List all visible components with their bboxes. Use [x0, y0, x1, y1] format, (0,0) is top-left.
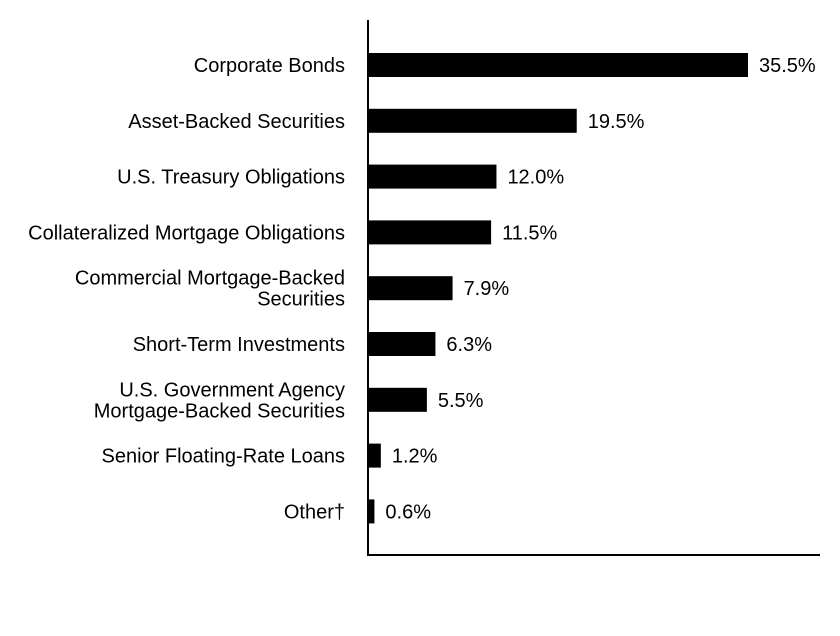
category-label-3: Collateralized Mortgage Obligations: [28, 222, 345, 244]
category-labels-group: Corporate Bonds Asset-Backed Securities U.…: [28, 55, 345, 523]
value-label-4: 7.9%: [464, 278, 510, 300]
value-labels-group: 35.5% 19.5% 12.0% 11.5% 7.9% 6.3% 5.5% 1.2% 0.6%: [385, 55, 816, 523]
value-label-7: 1.2%: [392, 446, 438, 468]
bar-1: [368, 108, 577, 133]
category-label-4-line-1: Securities: [257, 289, 345, 311]
bar-4: [368, 276, 453, 301]
category-label-2: U.S. Treasury Obligations: [117, 167, 345, 189]
category-label-7: Senior Floating-Rate Loans: [102, 446, 345, 468]
category-label-6-line-0: U.S. Government Agency: [119, 379, 345, 401]
bar-8: [368, 499, 375, 524]
bar-6: [368, 387, 427, 412]
value-label-0: 35.5%: [759, 55, 816, 77]
bar-2: [368, 164, 497, 189]
category-label-0: Corporate Bonds: [194, 55, 345, 77]
bar-3: [368, 220, 492, 245]
value-label-6: 5.5%: [438, 390, 484, 412]
category-label-8: Other†: [284, 501, 345, 523]
bar-7: [368, 443, 381, 468]
bars-group: [368, 53, 748, 524]
value-label-2: 12.0%: [507, 167, 564, 189]
category-label-4-line-0: Commercial Mortgage-Backed: [75, 268, 345, 290]
category-label-6-line-1: Mortgage-Backed Securities: [94, 400, 345, 422]
value-label-8: 0.6%: [385, 501, 431, 523]
bar-5: [368, 332, 436, 356]
category-label-5: Short-Term Investments: [133, 334, 345, 356]
value-label-1: 19.5%: [588, 111, 645, 133]
category-label-1: Asset-Backed Securities: [128, 111, 345, 133]
bar-0: [368, 53, 748, 77]
value-label-5: 6.3%: [446, 334, 492, 356]
value-label-3: 11.5%: [502, 222, 557, 244]
